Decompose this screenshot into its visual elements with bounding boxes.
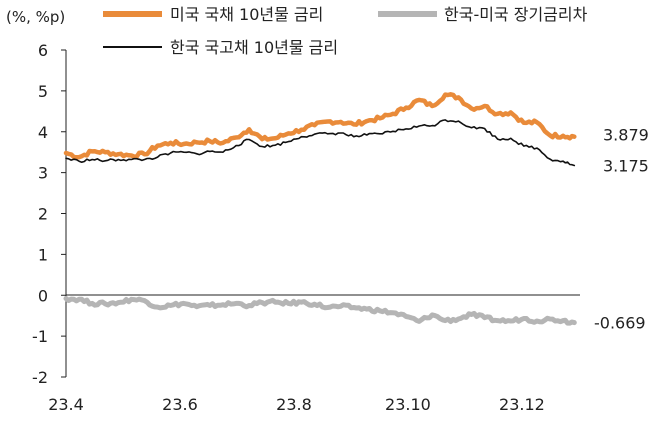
series-line-0: [63, 92, 577, 160]
x-tick-label: 23.8: [276, 395, 312, 414]
legend-label-kr-10y: 한국 국고채 10년물 금리: [170, 38, 338, 57]
end-label-2: 3.175: [603, 156, 649, 175]
x-axis-ticks: 23.4 23.6 23.8 23.10 23.12: [48, 395, 545, 414]
x-tick-label: 23.4: [48, 395, 84, 414]
end-label-1: -0.669: [594, 314, 646, 333]
x-tick-label: 23.10: [385, 395, 431, 414]
end-value-labels: 3.879 -0.669 3.175: [594, 126, 649, 333]
y-tick-label: 0: [38, 286, 48, 305]
legend-label-us-10y: 미국 국채 10년물 금리: [170, 5, 323, 24]
y-tick-label: 4: [38, 123, 48, 142]
y-tick-label: -1: [32, 327, 48, 346]
y-tick-label: 6: [38, 41, 48, 60]
y-tick-label: 5: [38, 82, 48, 101]
y-tick-label: 1: [38, 245, 48, 264]
y-tick-label: 3: [38, 164, 48, 183]
series-lines: [63, 92, 577, 326]
series-line-2: [65, 119, 576, 167]
legend: 미국 국채 10년물 금리 한국-미국 장기금리차 한국 국고채 10년물 금리: [103, 5, 588, 57]
end-label-0: 3.879: [603, 126, 649, 145]
y-axis-ticks: 6 5 4 3 2 1 0 -1 -2: [32, 41, 66, 387]
series-line-1: [63, 296, 577, 326]
y-tick-label: -2: [32, 368, 48, 387]
x-tick-label: 23.6: [162, 395, 198, 414]
y-tick-label: 2: [38, 205, 48, 224]
y-unit-label: (%, %p): [6, 8, 65, 26]
legend-label-kr-us-spread: 한국-미국 장기금리차: [444, 5, 588, 24]
x-tick-label: 23.12: [499, 395, 545, 414]
